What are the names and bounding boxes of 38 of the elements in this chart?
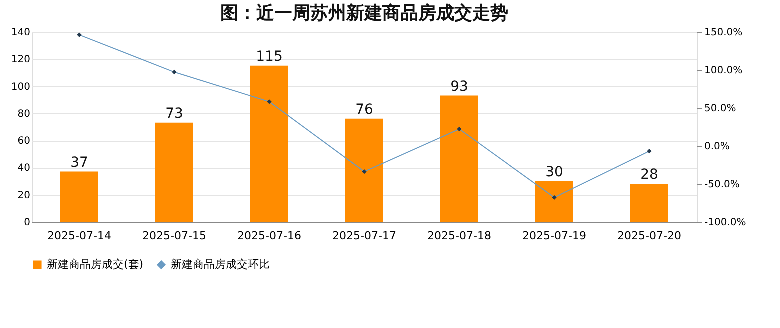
- x-tick-label: 2025-07-17: [332, 230, 396, 242]
- x-tick-label: 2025-07-18: [428, 230, 492, 242]
- y-tick-label: 120: [11, 54, 30, 66]
- y2-tick-label: -50.0%: [704, 180, 740, 190]
- y-tick-label: 140: [11, 28, 30, 38]
- data-label: 28: [640, 167, 658, 183]
- y-tick-label: 20: [18, 190, 30, 202]
- y2-tick-label: 0.0%: [704, 142, 730, 152]
- y-tick-label: 0: [24, 218, 30, 228]
- y2-tick-label: -100.0%: [704, 218, 746, 228]
- x-tick-label: 2025-07-20: [618, 230, 682, 242]
- bar: [630, 184, 668, 222]
- data-label: 37: [70, 154, 88, 171]
- y2-tick-label: 150.0%: [704, 28, 743, 38]
- bar: [156, 122, 194, 222]
- y-tick-label: 60: [18, 136, 30, 148]
- x-tick-label: 2025-07-15: [142, 230, 206, 242]
- bar: [60, 172, 98, 222]
- bar: [250, 66, 288, 222]
- x-tick-label: 2025-07-16: [238, 230, 302, 242]
- y-tick-label: 80: [18, 108, 30, 120]
- legend-label: 新建商品房成交(套): [47, 258, 144, 271]
- y2-tick-label: 50.0%: [704, 104, 736, 114]
- bar: [440, 96, 478, 222]
- bar: [536, 181, 574, 222]
- y-tick-label: 100: [11, 82, 30, 93]
- data-label: 115: [256, 48, 283, 65]
- data-label: 93: [450, 78, 468, 95]
- chart-title: 图：近一周苏州新建商品房成交走势: [220, 3, 508, 24]
- data-label: 30: [546, 164, 564, 180]
- x-tick-label: 2025-07-19: [522, 230, 586, 242]
- legend-label: 新建商品房成交环比: [171, 258, 270, 271]
- data-label: 76: [356, 102, 374, 118]
- data-label: 73: [166, 106, 184, 122]
- y-tick-label: 40: [18, 163, 30, 174]
- bar: [346, 118, 384, 222]
- y2-tick-label: 100.0%: [704, 66, 743, 76]
- x-tick-label: 2025-07-14: [48, 230, 112, 242]
